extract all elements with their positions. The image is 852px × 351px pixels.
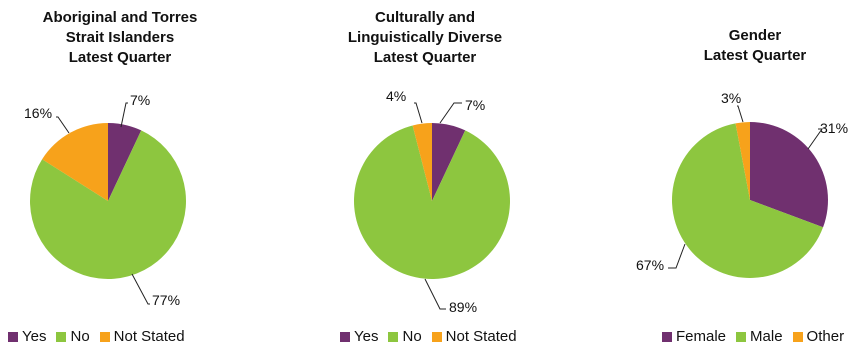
data-label: 31%: [820, 120, 848, 136]
data-label: 67%: [636, 257, 664, 273]
leader-line: [439, 102, 462, 124]
title-line: Aboriginal and Torres: [42, 9, 198, 26]
title-line: Latest Quarter: [703, 47, 807, 64]
legend-swatch: [388, 331, 399, 342]
pie-slice-no: [30, 130, 187, 279]
data-label: 7%: [130, 92, 150, 108]
legend-label: Female: [676, 328, 727, 345]
legend-item-other: Other: [792, 328, 845, 345]
pie-slice-female: [750, 122, 828, 228]
legend-item-not-stated: Not Stated: [99, 328, 185, 345]
pie-slice-male: [671, 123, 824, 278]
legend-label: Male: [750, 328, 783, 345]
legend-item-yes: Yes: [340, 328, 378, 345]
legend-item-yes: Yes: [8, 328, 46, 345]
legend-swatch: [736, 331, 747, 342]
title-line: Culturally and: [374, 9, 475, 26]
legend-swatch: [8, 331, 18, 342]
legend-item-no: No: [388, 328, 422, 345]
legend-item-female: Female: [662, 328, 726, 345]
title-line: Linguistically Diverse: [347, 29, 503, 46]
legend-label: Yes: [22, 328, 47, 345]
legend-gender: Female Male Other: [662, 328, 844, 345]
title-line: Latest Quarter: [373, 49, 477, 66]
legend-swatch: [56, 331, 67, 342]
title-line: Latest Quarter: [68, 49, 172, 66]
pie-slice-other: [735, 121, 750, 200]
data-label: 77%: [152, 292, 180, 308]
legend-label: Not Stated: [113, 328, 185, 345]
data-label: 89%: [449, 299, 477, 315]
leader-line: [120, 102, 128, 128]
chart-title-gender: Gender Latest Quarter: [660, 26, 850, 66]
leader-line: [131, 273, 150, 305]
leader-line: [807, 128, 823, 150]
legend-item-no: No: [56, 328, 90, 345]
chart-title-aboriginal: Aboriginal and Torres Strait Islanders L…: [0, 8, 240, 68]
data-label: 7%: [465, 97, 485, 113]
legend-swatch: [431, 331, 442, 342]
chart-title-cald: Culturally and Linguistically Diverse La…: [300, 8, 550, 68]
legend-label: No: [70, 328, 90, 345]
pie-slice-not-stated: [42, 123, 108, 201]
legend-label: Yes: [354, 328, 379, 345]
legend-item-not-stated: Not Stated: [431, 328, 517, 345]
legend-label: No: [402, 328, 422, 345]
pie-slice-yes: [108, 123, 142, 201]
data-label: 3%: [721, 90, 741, 106]
legend-label: Other: [806, 328, 845, 345]
legend-swatch: [340, 331, 350, 342]
legend-cald: Yes No Not Stated: [340, 328, 517, 345]
legend-swatch: [792, 331, 803, 342]
legend-aboriginal: Yes No Not Stated: [8, 328, 185, 345]
legend-swatch: [662, 331, 672, 342]
title-line: Gender: [728, 27, 782, 44]
leader-line: [414, 102, 423, 124]
legend-label: Not Stated: [445, 328, 517, 345]
legend-swatch: [99, 331, 110, 342]
legend-item-male: Male: [736, 328, 783, 345]
pie-slice-not-stated: [412, 123, 432, 201]
data-label: 4%: [386, 88, 406, 104]
leader-line: [424, 278, 446, 310]
leader-line: [737, 105, 744, 123]
leader-line: [668, 243, 686, 269]
pie-slice-yes: [432, 123, 466, 201]
title-line: Strait Islanders: [65, 29, 175, 46]
pie-slice-no: [354, 125, 511, 279]
leader-line: [56, 116, 70, 134]
data-label: 16%: [24, 105, 52, 121]
